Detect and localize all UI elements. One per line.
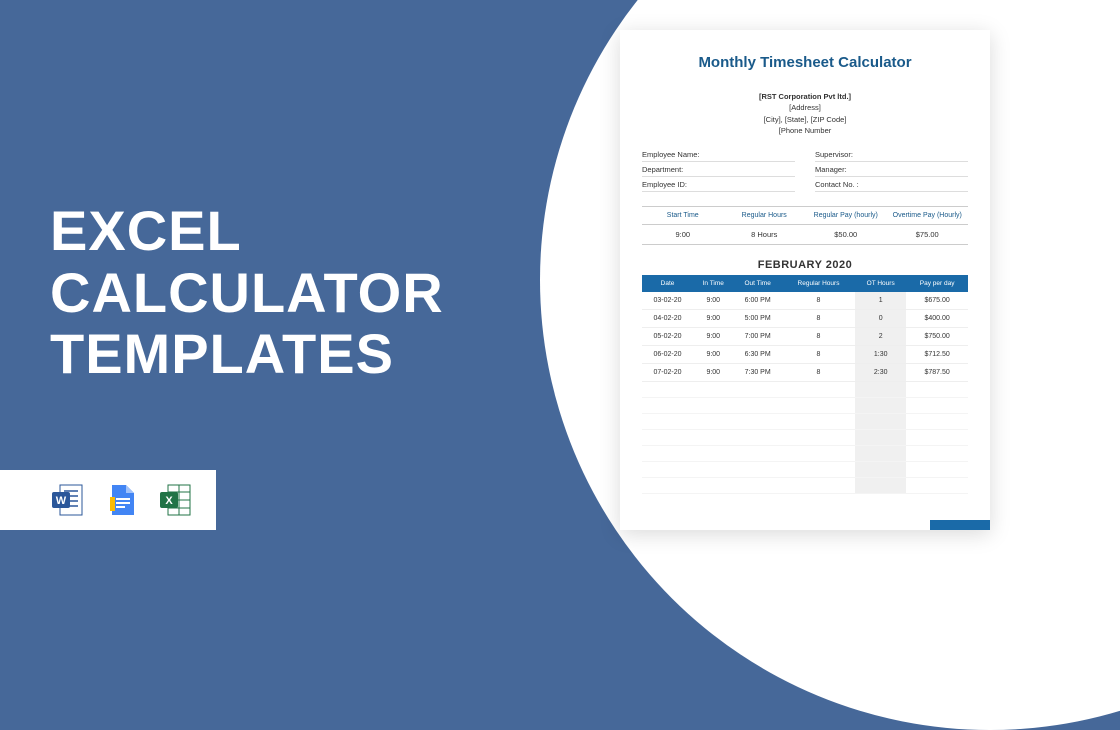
summary-val-0: 9:00 <box>642 225 724 245</box>
field-row-2: Department: Manager: <box>642 165 968 177</box>
table-cell: 8 <box>782 364 855 382</box>
document-title: Monthly Timesheet Calculator <box>642 54 968 71</box>
table-cell: 6:30 PM <box>733 346 781 364</box>
month-title: FEBRUARY 2020 <box>642 259 968 271</box>
table-cell: 9:00 <box>693 346 733 364</box>
table-empty-row <box>642 414 968 430</box>
table-cell: 1:30 <box>855 346 906 364</box>
table-cell: 8 <box>782 346 855 364</box>
table-cell: 8 <box>782 292 855 310</box>
table-cell: 9:00 <box>693 310 733 328</box>
field-employee-id: Employee ID: <box>642 180 795 192</box>
table-cell: 1 <box>855 292 906 310</box>
table-cell: 06-02-20 <box>642 346 693 364</box>
table-cell: 2 <box>855 328 906 346</box>
company-block: [RST Corporation Pvt ltd.] [Address] [Ci… <box>642 91 968 136</box>
summary-headers: Start Time Regular Hours Regular Pay (ho… <box>642 206 968 225</box>
table-body: 03-02-209:006:00 PM81$675.0004-02-209:00… <box>642 292 968 494</box>
table-cell: 07-02-20 <box>642 364 693 382</box>
table-cell: 6:00 PM <box>733 292 781 310</box>
field-contact: Contact No. : <box>815 180 968 192</box>
table-row: 03-02-209:006:00 PM81$675.00 <box>642 292 968 310</box>
google-docs-icon <box>104 482 140 518</box>
field-row-1: Employee Name: Supervisor: <box>642 150 968 162</box>
title-line-3: TEMPLATES <box>50 323 444 385</box>
table-empty-row <box>642 382 968 398</box>
title-line-1: EXCEL <box>50 200 444 262</box>
table-row: 07-02-209:007:30 PM82:30$787.50 <box>642 364 968 382</box>
table-col-4: OT Hours <box>855 275 906 292</box>
table-col-2: Out Time <box>733 275 781 292</box>
table-cell: 0 <box>855 310 906 328</box>
table-cell: $787.50 <box>906 364 968 382</box>
field-manager: Manager: <box>815 165 968 177</box>
title-line-2: CALCULATOR <box>50 262 444 324</box>
excel-icon: X <box>158 482 194 518</box>
table-empty-row <box>642 462 968 478</box>
svg-text:X: X <box>165 495 173 507</box>
summary-val-2: $50.00 <box>805 225 887 245</box>
company-phone: [Phone Number <box>642 125 968 136</box>
table-header-row: DateIn TimeOut TimeRegular HoursOT Hours… <box>642 275 968 292</box>
corner-tab <box>930 520 990 530</box>
company-citystate: [City], [State], [ZIP Code] <box>642 114 968 125</box>
field-employee-name: Employee Name: <box>642 150 795 162</box>
main-title: EXCEL CALCULATOR TEMPLATES <box>50 200 444 385</box>
table-cell: 7:00 PM <box>733 328 781 346</box>
summary-head-3: Overtime Pay (Hourly) <box>887 206 969 225</box>
summary-val-1: 8 Hours <box>724 225 806 245</box>
table-cell: 2:30 <box>855 364 906 382</box>
summary-head-2: Regular Pay (hourly) <box>805 206 887 225</box>
table-cell: 9:00 <box>693 328 733 346</box>
table-empty-row <box>642 446 968 462</box>
table-cell: 05-02-20 <box>642 328 693 346</box>
field-department: Department: <box>642 165 795 177</box>
table-cell: $712.50 <box>906 346 968 364</box>
summary-head-1: Regular Hours <box>724 206 806 225</box>
company-name: [RST Corporation Pvt ltd.] <box>642 91 968 102</box>
summary-head-0: Start Time <box>642 206 724 225</box>
field-supervisor: Supervisor: <box>815 150 968 162</box>
summary-values: 9:00 8 Hours $50.00 $75.00 <box>642 225 968 245</box>
field-row-3: Employee ID: Contact No. : <box>642 180 968 192</box>
table-cell: $675.00 <box>906 292 968 310</box>
table-cell: 7:30 PM <box>733 364 781 382</box>
table-col-3: Regular Hours <box>782 275 855 292</box>
company-address: [Address] <box>642 102 968 113</box>
table-row: 06-02-209:006:30 PM81:30$712.50 <box>642 346 968 364</box>
table-cell: $750.00 <box>906 328 968 346</box>
table-empty-row <box>642 398 968 414</box>
summary-val-3: $75.00 <box>887 225 969 245</box>
word-icon: W <box>50 482 86 518</box>
table-empty-row <box>642 430 968 446</box>
table-row: 04-02-209:005:00 PM80$400.00 <box>642 310 968 328</box>
table-cell: 5:00 PM <box>733 310 781 328</box>
table-cell: 8 <box>782 310 855 328</box>
table-empty-row <box>642 478 968 494</box>
table-cell: 04-02-20 <box>642 310 693 328</box>
table-cell: 9:00 <box>693 364 733 382</box>
svg-text:W: W <box>56 495 67 507</box>
table-cell: 8 <box>782 328 855 346</box>
table-col-1: In Time <box>693 275 733 292</box>
table-col-5: Pay per day <box>906 275 968 292</box>
timesheet-document: Monthly Timesheet Calculator [RST Corpor… <box>620 30 990 530</box>
table-col-0: Date <box>642 275 693 292</box>
table-cell: $400.00 <box>906 310 968 328</box>
table-cell: 03-02-20 <box>642 292 693 310</box>
app-icon-bar: W X <box>0 470 216 530</box>
table-cell: 9:00 <box>693 292 733 310</box>
table-row: 05-02-209:007:00 PM82$750.00 <box>642 328 968 346</box>
timesheet-table: DateIn TimeOut TimeRegular HoursOT Hours… <box>642 275 968 494</box>
